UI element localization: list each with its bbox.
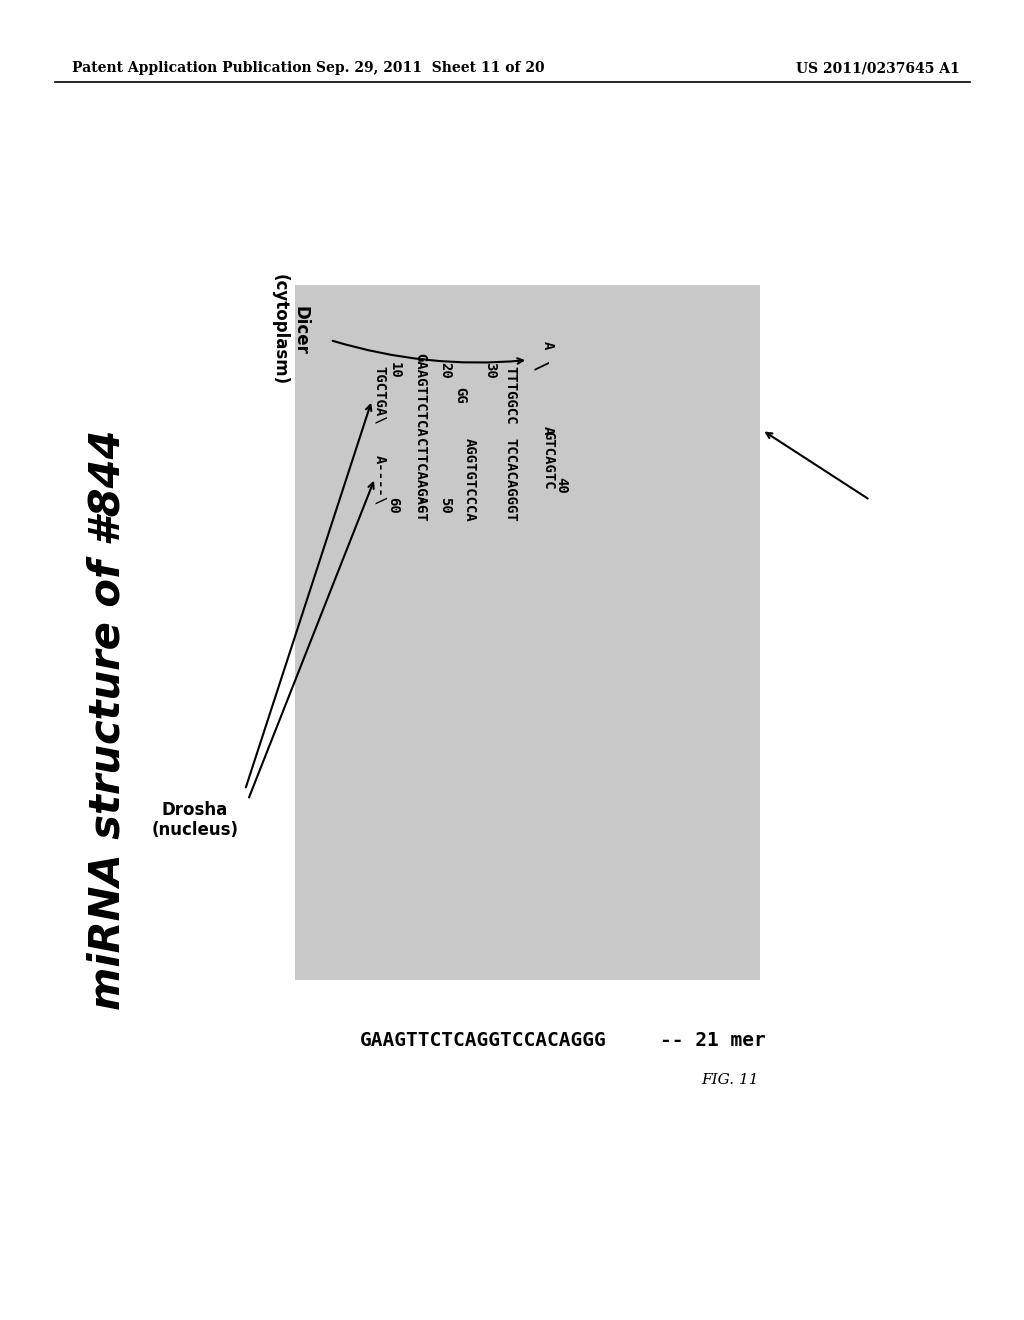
Text: GAAGTTCTCAGGTCCACAGGG: GAAGTTCTCAGGTCCACAGGG [360,1031,607,1049]
Text: 30: 30 [483,362,497,379]
Text: Patent Application Publication: Patent Application Publication [72,61,311,75]
Text: TTTGGCC: TTTGGCC [503,366,517,424]
Text: Drosha
(nucleus): Drosha (nucleus) [152,801,239,840]
Text: FIG. 11: FIG. 11 [701,1073,759,1086]
Text: TCCACAGGGT: TCCACAGGGT [503,438,517,521]
Bar [295,285,760,979]
Text: --: -- [413,496,427,513]
Text: TGCTGA\: TGCTGA\ [373,366,387,424]
Text: CTTCAAGAGT: CTTCAAGAGT [413,438,427,521]
Text: \: \ [531,359,549,371]
Text: A----\: A----\ [373,455,387,506]
Text: A: A [541,426,555,434]
Text: Dicer
(cytoplasm): Dicer (cytoplasm) [270,275,309,385]
Text: 50: 50 [438,496,452,513]
Text: GAAGTTCTCA: GAAGTTCTCA [413,354,427,437]
Text: 20: 20 [438,362,452,379]
Text: A: A [541,341,555,350]
Text: Sep. 29, 2011  Sheet 11 of 20: Sep. 29, 2011 Sheet 11 of 20 [315,61,545,75]
Text: miRNA structure of #844: miRNA structure of #844 [87,430,129,1010]
Text: AGGTGTCCCA: AGGTGTCCCA [463,438,477,521]
Text: GTCAGTC: GTCAGTC [541,430,555,490]
Text: US 2011/0237645 A1: US 2011/0237645 A1 [797,61,961,75]
Text: -- 21 mer: -- 21 mer [660,1031,766,1049]
Text: 60: 60 [386,496,400,513]
Text: GG: GG [453,387,467,404]
Text: 10: 10 [388,362,402,379]
Text: 40: 40 [554,477,568,494]
